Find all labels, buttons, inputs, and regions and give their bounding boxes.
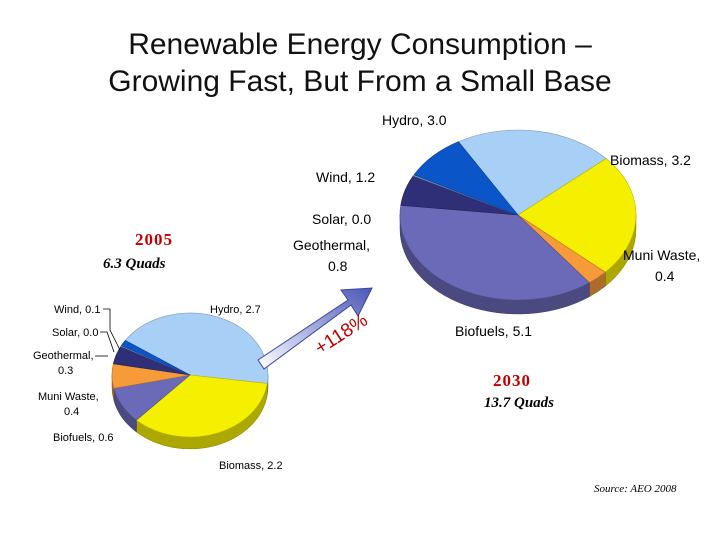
pie-2030: [399, 129, 637, 315]
total-2030-label: 13.7 Quads: [484, 395, 554, 411]
source-note: Source: AEO 2008: [594, 483, 677, 495]
pie-2030-slice-biomass: [517, 158, 637, 273]
label-2030-biofuels: Biofuels, 5.1: [455, 323, 532, 339]
pie-2030-slice-hydro: [457, 129, 607, 216]
slide-title: Renewable Energy Consumption – Growing F…: [0, 26, 720, 100]
label-2005-geothermal-value: 0.3: [58, 365, 73, 377]
label-2030-solar: Solar, 0.0: [312, 211, 371, 227]
year-2030-label: 2030: [493, 371, 531, 390]
growth-percent-label: +118%: [311, 310, 371, 359]
growth-arrow-shape: [257, 287, 373, 370]
label-2005-hydro: Hydro, 2.7: [210, 304, 261, 316]
pie-2005-slice-wind: [120, 340, 191, 376]
pie-2005: [111, 312, 269, 450]
growth-arrow: +118%: [257, 287, 373, 370]
label-2005-muni-waste-value: 0.4: [64, 406, 79, 418]
title-line-1: Renewable Energy Consumption –: [128, 28, 592, 61]
label-2030-geothermal-value: 0.8: [328, 258, 348, 274]
pie-2030-slice-biofuels: [399, 205, 590, 301]
label-2030-muni-waste-name: Muni Waste,: [623, 247, 700, 263]
title-line-2: Growing Fast, But From a Small Base: [108, 65, 612, 98]
leader-lines-2005: [95, 308, 121, 357]
pie-2030-slice-wind: [413, 141, 519, 216]
label-2005-solar: Solar, 0.0: [52, 327, 98, 339]
label-2005-geothermal-name: Geothermal,: [33, 350, 94, 362]
label-2030-muni-waste-value: 0.4: [655, 268, 675, 284]
label-2030-wind: Wind, 1.2: [316, 169, 375, 185]
label-2005-wind: Wind, 0.1: [54, 304, 100, 316]
leader-line-wind: [103, 308, 121, 351]
label-2005-biofuels: Biofuels, 0.6: [53, 432, 114, 444]
pie-2005-slice-biomass: [135, 374, 268, 438]
label-2005-biomass: Biomass, 2.2: [219, 460, 283, 472]
leader-line-solar: [100, 331, 115, 353]
label-2030-biomass: Biomass, 3.2: [610, 152, 691, 168]
label-2030-hydro: Hydro, 3.0: [382, 112, 447, 128]
label-2030-geothermal-name: Geothermal,: [293, 237, 370, 253]
year-2005-label: 2005: [135, 230, 173, 249]
label-2005-muni-waste-name: Muni Waste,: [38, 391, 99, 403]
total-2005-label: 6.3 Quads: [103, 256, 166, 272]
